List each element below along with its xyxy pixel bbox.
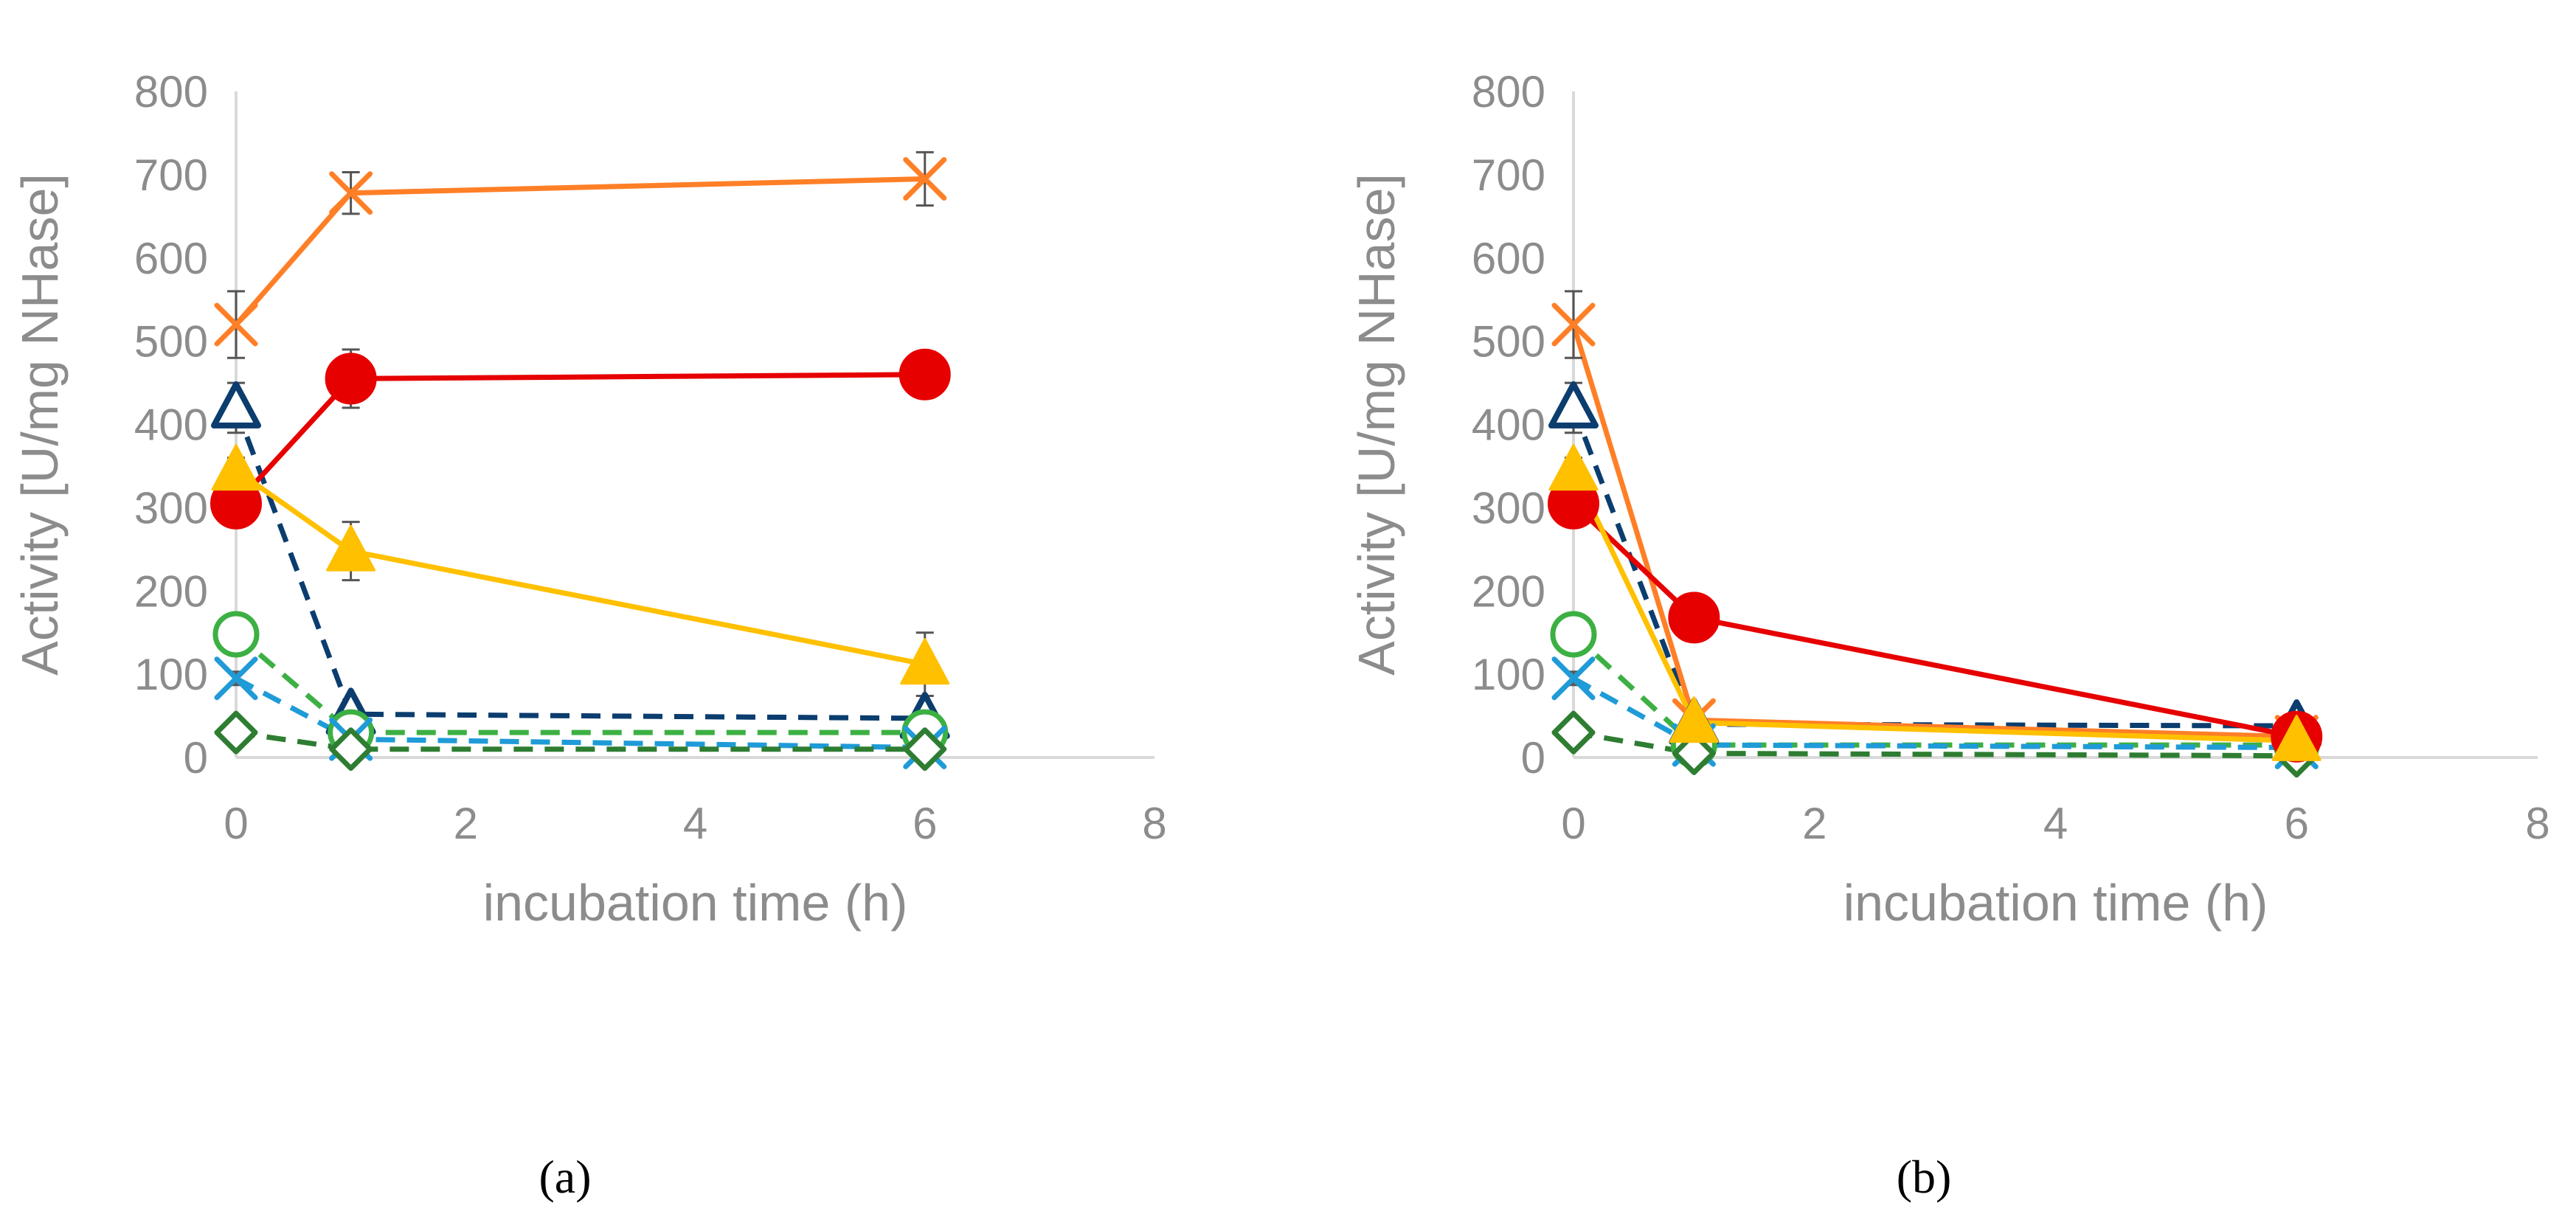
data-point: [899, 348, 951, 400]
y-tick-label: 200: [1472, 566, 1545, 616]
data-point: [1672, 731, 1716, 775]
y-axis-title: Activity [U/mg NHase]: [11, 173, 69, 676]
y-tick-label: 100: [1472, 650, 1545, 699]
data-point: [211, 381, 261, 429]
data-point: [1548, 444, 1599, 491]
y-tick-label: 500: [134, 317, 208, 367]
chart-panel-a: 0 100 200 300 400 500 600 700 800 0 2 4 6 8 incubation…: [11, 67, 1167, 1203]
data-point: [1551, 302, 1596, 347]
data-point: [329, 727, 373, 771]
x-tick-label: 6: [913, 799, 937, 848]
y-tick-label: 400: [134, 400, 208, 450]
data-point: [1550, 611, 1597, 658]
data-point: [1669, 696, 1719, 743]
y-tick-label: 300: [134, 483, 208, 533]
y-tick-label: 200: [134, 566, 208, 616]
y-tick-label: 0: [184, 733, 208, 783]
chart-panel-b: 0 100 200 300 400 500 600 700 800 0 2 4 6 8 incubation…: [1348, 67, 2550, 1203]
data-point: [325, 353, 377, 405]
x-axis-title: incubation time (h): [483, 874, 908, 932]
data-point: [900, 638, 950, 685]
x-tick-label: 8: [1142, 799, 1166, 848]
data-point: [214, 710, 258, 755]
panel-label: (b): [1897, 1151, 1952, 1203]
data-point: [1551, 656, 1596, 701]
data-point: [903, 157, 947, 201]
x-tick-label: 0: [1561, 799, 1585, 848]
y-tick-label: 500: [1472, 317, 1545, 367]
series-line: [1571, 323, 2297, 740]
x-tick-label: 0: [224, 799, 248, 848]
x-tick-label: 6: [2285, 799, 2309, 848]
series-line: [1573, 729, 2297, 759]
data-point: [214, 656, 258, 701]
y-axis-title: Activity [U/mg NHase]: [1348, 173, 1405, 676]
data-point: [326, 524, 376, 572]
series-line: [234, 632, 925, 735]
data-point: [214, 302, 258, 347]
y-tick-label: 800: [134, 67, 208, 117]
x-tick-label: 2: [1802, 799, 1827, 848]
data-point: [903, 727, 947, 771]
data-point: [1668, 592, 1720, 644]
y-tick-label: 300: [1472, 483, 1545, 533]
y-tick-label: 0: [1521, 733, 1545, 783]
data-point: [1548, 381, 1599, 429]
data-point: [211, 444, 261, 491]
data-point: [212, 611, 260, 658]
y-tick-label: 700: [134, 150, 208, 200]
series-line: [235, 729, 925, 752]
x-tick-label: 2: [454, 799, 478, 848]
x-axis-title: incubation time (h): [1843, 874, 2268, 932]
x-tick-label: 4: [2043, 799, 2068, 848]
data-point: [2271, 714, 2321, 761]
y-tick-label: 600: [134, 234, 208, 283]
data-point: [1551, 710, 1596, 755]
data-point: [329, 171, 373, 215]
series-line: [234, 176, 925, 327]
x-tick-label: 4: [683, 799, 707, 848]
y-tick-label: 800: [1472, 67, 1545, 117]
x-tick-label: 8: [2525, 799, 2549, 848]
y-tick-label: 700: [1472, 150, 1545, 200]
panel-label: (a): [539, 1151, 591, 1203]
y-tick-label: 600: [1472, 234, 1545, 283]
y-tick-label: 100: [134, 650, 208, 699]
y-tick-label: 400: [1472, 400, 1545, 450]
